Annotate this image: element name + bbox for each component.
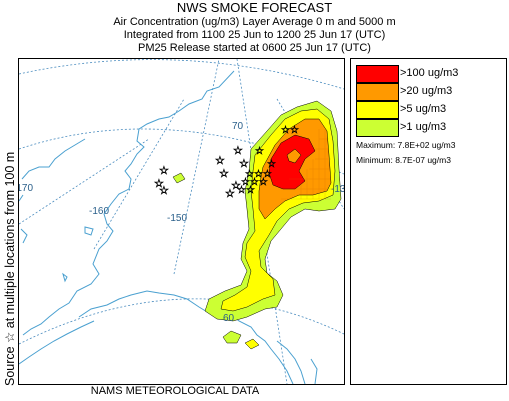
subtitle-integration-period: Integrated from 1100 25 Jun to 1200 25 J… <box>123 29 386 41</box>
legend-swatch <box>356 101 399 119</box>
map-title: NWS SMOKE FORECAST <box>176 0 333 15</box>
island-stlawrence <box>84 226 94 236</box>
legend-label: >1 ug/m3 <box>400 121 447 133</box>
source-star-icon: ☆☆ <box>281 125 299 136</box>
meridian-160 <box>93 98 185 250</box>
parallel-75 <box>19 59 344 90</box>
map-canvas: ☆ ☆ ☆ ☆ ☆ ☆ ☆ ☆ ☆ ☆☆☆ ☆☆☆ ☆☆ ☆ ☆ ☆☆ -170… <box>19 59 344 384</box>
legend-swatch <box>356 83 399 101</box>
plume-fragment-south <box>222 330 242 344</box>
source-star-icon: ☆ <box>225 187 235 200</box>
alaska-west-coast <box>22 70 235 336</box>
source-star-icon: ☆ <box>239 157 249 170</box>
smoke-plume <box>172 100 342 350</box>
legend-swatch <box>356 119 399 137</box>
source-star-icon: ☆ <box>255 146 264 157</box>
parallel-60 <box>19 298 344 345</box>
legend: >100 ug/m3 >20 ug/m3 >5 ug/m3 >1 ug/m3 M… <box>350 58 507 385</box>
grid-hatch <box>281 129 331 200</box>
panhandle-coast <box>276 340 306 384</box>
legend-item-20: >20 ug/m3 <box>356 83 501 101</box>
plume-fragment-south-2 <box>244 338 260 350</box>
legend-item-5: >5 ug/m3 <box>356 101 501 119</box>
subtitle-concentration: Air Concentration (ug/m3) Layer Average … <box>113 16 396 28</box>
source-star-icon: ☆ <box>219 167 229 180</box>
island-west <box>20 228 28 244</box>
subtitle-release-start: PM25 Release started at 0600 25 Jun 17 (… <box>138 42 371 54</box>
chukotka-tip <box>19 194 24 202</box>
source-markers: ☆ ☆ ☆ ☆ ☆ ☆ ☆ ☆ ☆ ☆☆☆ ☆☆☆ ☆☆ ☆ ☆ ☆☆ <box>154 125 300 201</box>
source-location-label: Source ☆ at multiple locations from 100 … <box>3 151 17 386</box>
coast-detail <box>19 138 86 202</box>
meridian-150 <box>173 59 220 275</box>
lon-label-170: -170 <box>19 183 33 194</box>
source-star-icon: ☆ <box>159 184 169 197</box>
plume-fragment-west <box>172 172 186 184</box>
lon-label-130: -130 <box>331 184 344 195</box>
meridian-170 <box>19 138 150 225</box>
lat-label-60: 60 <box>223 313 235 324</box>
source-star-icon: ☆ <box>215 154 225 167</box>
legend-label: >100 ug/m3 <box>400 67 459 79</box>
siberia-coast <box>21 138 86 180</box>
lat-label-70: 70 <box>232 121 244 132</box>
meteorological-data-label: NAMS METEOROLOGICAL DATA <box>90 385 260 397</box>
legend-label: >5 ug/m3 <box>400 103 447 115</box>
legend-label: >20 ug/m3 <box>400 85 453 97</box>
source-star-icon: ☆ <box>231 179 241 192</box>
legend-item-100: >100 ug/m3 <box>356 65 501 83</box>
source-star-icon: ☆☆ <box>237 185 255 196</box>
legend-swatch <box>356 65 399 83</box>
lon-label-150: -150 <box>167 213 187 224</box>
legend-minimum: Minimum: 8.7E-07 ug/m3 <box>356 155 451 165</box>
source-star-icon: ☆☆☆ <box>241 177 268 188</box>
panhandle-islands <box>310 358 318 384</box>
legend-maximum: Maximum: 7.8E+02 ug/m3 <box>356 140 456 150</box>
source-star-icon: ☆ <box>267 159 276 170</box>
source-star-icon: ☆ <box>159 164 169 177</box>
lon-label-160: -160 <box>89 206 109 217</box>
source-star-icon: ☆☆☆ <box>245 169 272 180</box>
aleutian-chain <box>19 320 95 365</box>
source-star-icon: ☆ <box>154 177 164 190</box>
source-star-icon: ☆ <box>233 144 243 157</box>
island-small <box>62 272 68 283</box>
legend-item-1: >1 ug/m3 <box>356 119 501 137</box>
smoke-map: ☆ ☆ ☆ ☆ ☆ ☆ ☆ ☆ ☆ ☆☆☆ ☆☆☆ ☆☆ ☆ ☆ ☆☆ -170… <box>18 58 345 385</box>
plume-hole <box>286 148 302 164</box>
